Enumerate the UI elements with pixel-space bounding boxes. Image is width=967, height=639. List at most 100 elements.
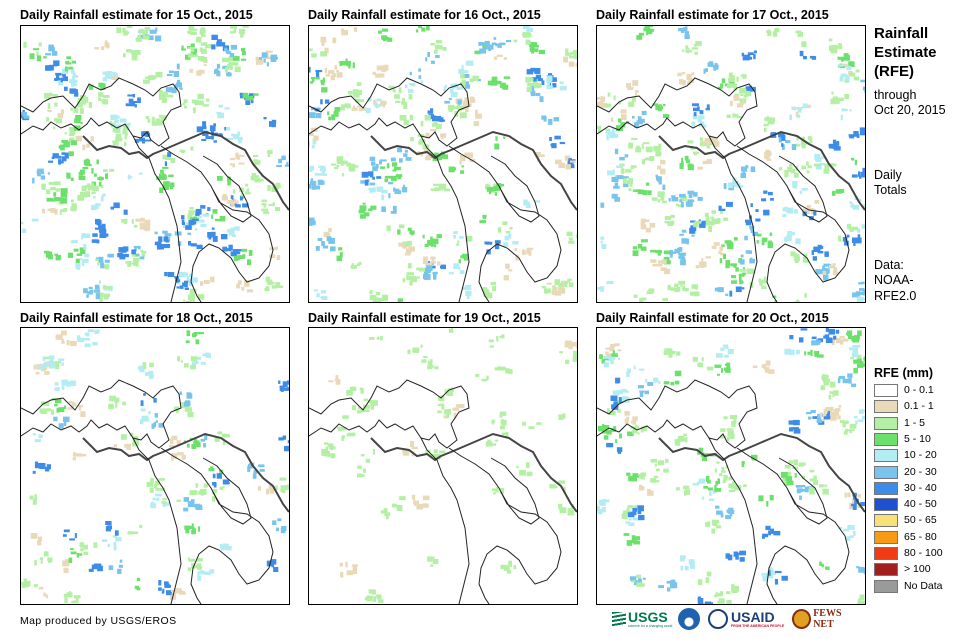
rainfall-cell xyxy=(134,245,137,252)
rainfall-cell xyxy=(501,432,509,436)
rainfall-cell xyxy=(852,345,859,348)
rainfall-cell xyxy=(794,473,797,478)
rainfall-cell xyxy=(502,221,508,225)
rainfall-cell xyxy=(725,514,731,519)
rainfall-cell xyxy=(330,246,336,252)
rainfall-cell xyxy=(608,356,616,360)
rainfall-cell xyxy=(758,278,761,282)
rainfall-cell xyxy=(816,354,824,358)
rainfall-cell xyxy=(69,538,75,541)
rainfall-cell xyxy=(493,37,497,40)
rainfall-cell xyxy=(861,224,865,229)
rainfall-cell xyxy=(105,173,108,179)
rainfall-cell xyxy=(600,286,605,292)
rainfall-cell xyxy=(838,43,842,48)
map-canvas xyxy=(309,328,577,604)
rainfall-cell xyxy=(348,166,356,172)
rainfall-cell xyxy=(83,233,91,238)
rainfall-cell xyxy=(427,360,433,366)
rainfall-cell xyxy=(398,298,404,302)
rainfall-cell xyxy=(548,73,553,78)
rainfall-cell xyxy=(145,116,150,120)
rainfall-cell xyxy=(355,89,362,95)
rainfall-cell xyxy=(721,467,725,472)
rainfall-cell xyxy=(386,163,390,169)
rainfall-cell xyxy=(683,433,687,437)
rainfall-cell xyxy=(713,519,720,524)
rainfall-cell xyxy=(435,123,438,128)
rainfall-cell xyxy=(810,349,813,356)
rainfall-cell xyxy=(769,232,773,236)
rainfall-cell xyxy=(823,381,829,386)
rainfall-cell xyxy=(784,174,788,178)
rainfall-cell xyxy=(200,281,204,286)
rainfall-cell xyxy=(152,116,155,122)
rainfall-cell xyxy=(83,159,91,166)
rainfall-cell xyxy=(122,130,127,135)
rainfall-cell xyxy=(437,403,443,406)
rainfall-cell xyxy=(222,479,230,485)
rainfall-cell xyxy=(640,246,647,251)
rainfall-cell xyxy=(210,466,214,469)
rainfall-cell xyxy=(71,83,77,87)
through-date: Oct 20, 2015 xyxy=(874,103,946,117)
rainfall-cell xyxy=(508,369,513,374)
rainfall-cell xyxy=(365,108,371,114)
rainfall-cell xyxy=(222,193,227,197)
rainfall-cell xyxy=(710,216,714,220)
rainfall-cell xyxy=(491,419,496,423)
rainfall-cell xyxy=(664,348,671,351)
rainfall-cell xyxy=(525,39,531,45)
rainfall-cell xyxy=(53,181,61,186)
rainfall-cell xyxy=(510,562,513,568)
rainfall-cell xyxy=(490,281,496,285)
legend-swatch xyxy=(874,400,898,414)
rainfall-cell xyxy=(212,473,216,479)
legend-label: 80 - 100 xyxy=(904,547,943,559)
rainfall-cell xyxy=(843,430,848,435)
legend-swatch xyxy=(874,384,898,397)
rainfall-cell xyxy=(222,433,229,438)
rainfall-cell xyxy=(208,236,212,240)
country-boundary xyxy=(202,457,252,525)
rainfall-cell xyxy=(795,349,800,355)
rainfall-cell xyxy=(496,54,503,57)
rainfall-cell xyxy=(267,279,273,285)
rainfall-cell xyxy=(467,238,471,242)
rainfall-cell xyxy=(90,183,95,187)
rainfall-cell xyxy=(526,462,530,468)
rainfall-cell xyxy=(54,403,58,407)
rainfall-cell xyxy=(685,201,693,207)
rainfall-cell xyxy=(674,283,679,288)
rainfall-cell xyxy=(715,525,722,529)
rainfall-cell xyxy=(154,413,158,418)
rainfall-cell xyxy=(504,235,510,241)
rainfall-cell xyxy=(200,361,206,365)
noaa-logo xyxy=(678,606,702,632)
rainfall-cell xyxy=(70,340,77,346)
rainfall-cell xyxy=(245,100,251,105)
rainfall-cell xyxy=(854,159,857,166)
rainfall-cell xyxy=(128,49,132,53)
rainfall-cell xyxy=(691,234,695,237)
rainfall-cell xyxy=(363,468,366,473)
rainfall-cell xyxy=(838,526,843,530)
rainfall-cell xyxy=(554,279,561,286)
rainfall-cell xyxy=(492,488,499,491)
rainfall-cell xyxy=(662,104,666,107)
rainfall-cell xyxy=(54,78,57,81)
rainfall-cell xyxy=(266,488,270,495)
rainfall-cell xyxy=(179,149,186,152)
rainfall-cell xyxy=(72,72,76,77)
rainfall-cell xyxy=(46,117,50,122)
rainfall-cell xyxy=(241,287,245,291)
rainfall-cell xyxy=(171,87,177,94)
rainfall-cell xyxy=(276,165,282,167)
rainfall-cell xyxy=(56,74,60,79)
rainfall-cell xyxy=(198,56,205,61)
rainfall-cell xyxy=(140,249,144,253)
rainfall-cell xyxy=(808,486,815,491)
rainfall-cell xyxy=(392,88,396,93)
rainfall-cell xyxy=(216,473,222,479)
rainfall-cell xyxy=(733,87,737,91)
